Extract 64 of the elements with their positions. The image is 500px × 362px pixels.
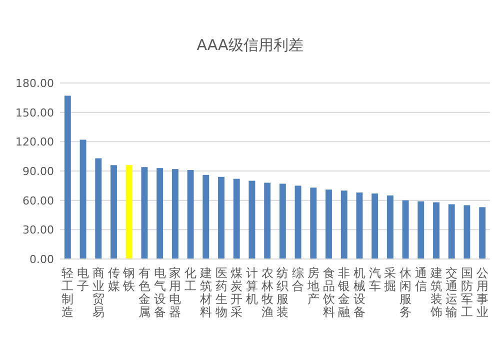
bar bbox=[248, 180, 256, 259]
x-tick-label: 电气设备 bbox=[154, 266, 166, 319]
bar bbox=[187, 170, 194, 259]
x-tick-label: 食品饮料 bbox=[322, 266, 335, 319]
x-tick-label: 有色金属 bbox=[138, 266, 150, 319]
bar bbox=[372, 193, 378, 259]
bar bbox=[172, 169, 178, 259]
x-tick-label: 电子 bbox=[77, 266, 90, 293]
bar bbox=[141, 167, 148, 259]
x-tick-label: 轻工制造 bbox=[62, 266, 74, 319]
bar bbox=[218, 176, 224, 259]
x-tick-label: 房地产 bbox=[306, 266, 320, 306]
x-tick-label: 煤炭开采 bbox=[230, 266, 243, 319]
x-tick-label: 建筑装饰 bbox=[429, 266, 442, 319]
x-tick-label: 家用电器 bbox=[169, 266, 182, 319]
bar bbox=[279, 184, 286, 259]
bar bbox=[156, 168, 164, 259]
y-tick-label: 90.00 bbox=[22, 165, 54, 178]
x-tick-label: 钢铁 bbox=[122, 266, 136, 293]
x-tick-label: 休闲服务 bbox=[400, 266, 412, 319]
bar bbox=[448, 204, 455, 259]
bar bbox=[64, 96, 71, 259]
bar bbox=[386, 195, 394, 259]
bar bbox=[340, 190, 348, 259]
x-tick-label: 医药生物 bbox=[215, 266, 228, 319]
bar bbox=[464, 205, 470, 259]
x-tick-label: 建筑材料 bbox=[198, 266, 212, 319]
bar bbox=[233, 178, 240, 259]
x-tick-label: 采掘 bbox=[384, 266, 396, 293]
x-tick-label: 机械设备 bbox=[353, 266, 366, 319]
bar bbox=[95, 158, 102, 259]
bar bbox=[356, 192, 363, 259]
x-tick-label: 传媒 bbox=[108, 266, 120, 293]
bar bbox=[126, 165, 132, 259]
x-tick-label: 计算机 bbox=[246, 266, 258, 306]
y-tick-label: 60.00 bbox=[22, 194, 54, 208]
bar bbox=[202, 174, 210, 259]
x-tick-label: 商业贸易 bbox=[92, 266, 104, 319]
bar bbox=[326, 190, 332, 259]
bar bbox=[418, 201, 424, 259]
y-tick-label: 120.00 bbox=[16, 136, 54, 149]
bar bbox=[433, 202, 440, 259]
x-tick-label: 公用事业 bbox=[476, 266, 488, 319]
bar bbox=[402, 200, 409, 259]
y-tick-label: 30.00 bbox=[22, 224, 54, 237]
x-tick-label: 综合 bbox=[292, 266, 304, 293]
y-tick-label: 0.00 bbox=[30, 253, 54, 266]
y-tick-label: 180.00 bbox=[16, 77, 54, 90]
x-tick-label: 非银金融 bbox=[337, 266, 350, 319]
bar bbox=[264, 182, 271, 259]
x-tick-label: 化工 bbox=[184, 266, 197, 293]
x-tick-label: 农林牧渔 bbox=[260, 266, 274, 319]
bar bbox=[310, 188, 317, 259]
bar bbox=[294, 186, 302, 259]
x-tick-label: 通信 bbox=[414, 266, 427, 293]
bar bbox=[479, 207, 486, 259]
bar bbox=[110, 165, 117, 259]
x-tick-label: 汽车 bbox=[368, 266, 381, 293]
x-tick-label: 国防军工 bbox=[460, 266, 473, 319]
bar bbox=[80, 140, 86, 259]
x-tick-label: 交通运输 bbox=[446, 266, 458, 319]
chart-title: AAA级信用利差 bbox=[196, 36, 304, 54]
x-tick-label: 纺织服装 bbox=[276, 266, 289, 319]
y-tick-label: 150.00 bbox=[16, 106, 54, 120]
